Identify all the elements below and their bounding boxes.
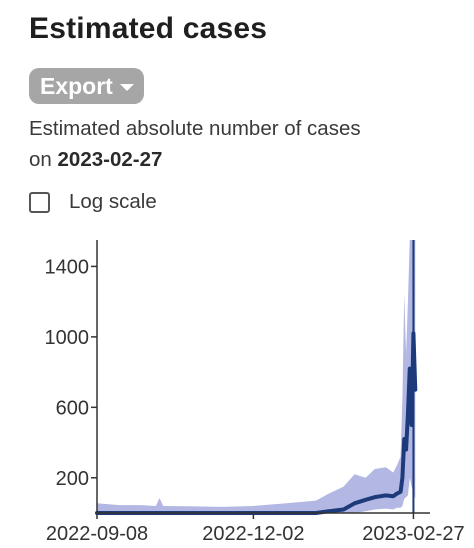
export-button[interactable]: Export — [29, 68, 144, 104]
description-on: on — [29, 148, 52, 171]
description-text: Estimated absolute number of cases — [29, 117, 361, 140]
chevron-down-icon — [119, 83, 134, 91]
y-tick-label: 1400 — [45, 256, 90, 278]
log-scale-label: Log scale — [69, 190, 157, 213]
description-date: 2023-02-27 — [57, 148, 163, 171]
x-tick-label: 2022-12-02 — [202, 523, 304, 545]
export-button-label: Export — [40, 72, 113, 99]
page-title: Estimated cases — [29, 12, 268, 45]
y-tick-label: 1000 — [45, 327, 90, 349]
confidence-band — [97, 240, 416, 513]
x-tick-label: 2022-09-08 — [46, 523, 148, 545]
cases-chart: 200 600 1000 1400 2022-09-08 2022-12-02 2023-0… — [45, 240, 465, 545]
y-tick-label: 600 — [56, 397, 89, 419]
y-tick-label: 200 — [56, 468, 89, 490]
log-scale-checkbox[interactable] — [29, 191, 50, 213]
chart-description: Estimated absolute number of cases on 20… — [29, 113, 361, 175]
log-scale-toggle[interactable]: Log scale — [29, 190, 157, 214]
x-tick-label: 2023-02-27 — [362, 523, 464, 545]
